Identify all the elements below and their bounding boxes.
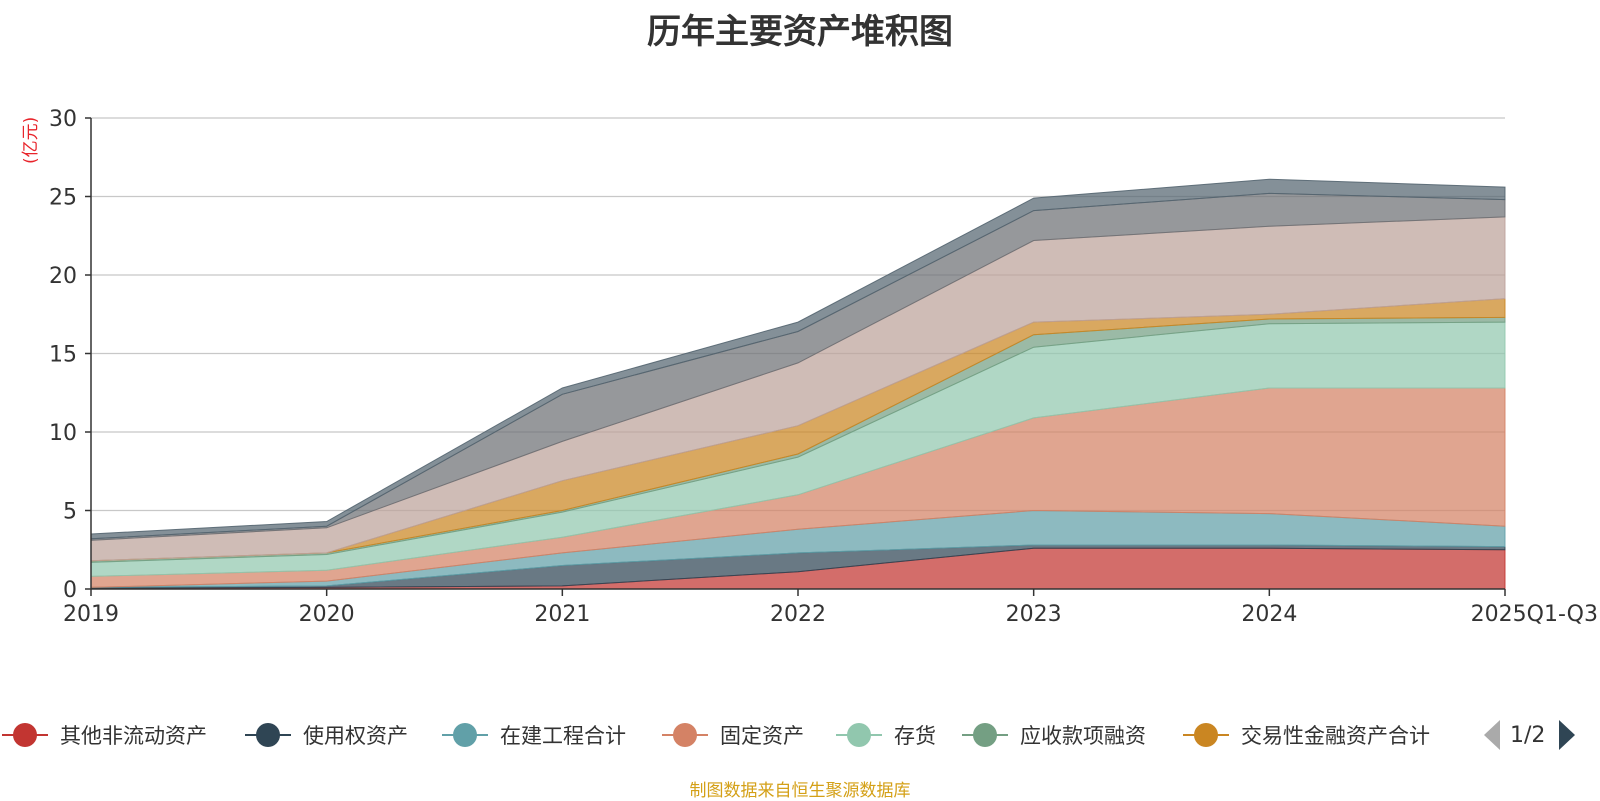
area-series	[90, 178, 1506, 590]
x-tick-label-0: 2019	[63, 602, 119, 627]
x-tick-label-5: 2024	[1241, 602, 1297, 627]
y-tick-label-6: 30	[49, 107, 77, 132]
x-tick-label-3: 2022	[770, 602, 826, 627]
legend-item-6[interactable]: 交易性金融资产合计	[1183, 718, 1430, 752]
y-tick-label-2: 10	[49, 421, 77, 446]
legend-label-1: 使用权资产	[303, 724, 408, 748]
y-tick-label-5: 25	[49, 186, 77, 211]
legend-item-3[interactable]: 固定资产	[662, 718, 804, 752]
area-series-9[interactable]	[90, 178, 1506, 540]
x-tick-label-4: 2023	[1006, 602, 1062, 627]
x-tick-label-1: 2020	[299, 602, 355, 627]
legend-marker-0	[2, 723, 48, 747]
legend-label-5: 应收款项融资	[1020, 724, 1146, 748]
legend-item-4[interactable]: 存货	[836, 718, 936, 752]
legend: 其他非流动资产 使用权资产 在建工程合计 固定资产 存货 应收款项融资 交易性金…	[0, 718, 1600, 752]
chart-title: 历年主要资产堆积图	[647, 12, 953, 52]
legend-label-3: 固定资产	[720, 724, 804, 748]
legend-label-0: 其他非流动资产	[60, 724, 207, 748]
legend-label-2: 在建工程合计	[500, 724, 626, 748]
y-tick-label-4: 20	[49, 264, 77, 289]
legend-marker-2	[442, 723, 488, 747]
legend-marker-1	[245, 723, 291, 747]
legend-marker-6	[1183, 723, 1229, 747]
x-tick-label-2: 2021	[534, 602, 590, 627]
legend-item-1[interactable]: 使用权资产	[245, 718, 408, 752]
data-source-note: 制图数据来自恒生聚源数据库	[689, 781, 911, 801]
legend-label-4: 存货	[894, 724, 936, 748]
legend-pager: 1/2	[1484, 718, 1576, 752]
legend-item-0[interactable]: 其他非流动资产	[2, 718, 207, 752]
y-tick-label-1: 5	[63, 500, 77, 525]
next-page-icon[interactable]	[1559, 720, 1576, 750]
y-axis-unit-label: (亿元)	[21, 116, 41, 164]
axes: 0 5 10 15 20 25 30 2019 2020 2021 2022 2023 2024 2025…	[49, 107, 1598, 627]
legend-marker-4	[836, 723, 882, 747]
legend-item-5[interactable]: 应收款项融资	[962, 718, 1146, 752]
x-tick-label-6: 2025Q1-Q3	[1471, 602, 1598, 627]
legend-marker-5	[962, 723, 1008, 747]
legend-page-indicator: 1/2	[1510, 722, 1546, 748]
y-tick-label-0: 0	[63, 578, 77, 603]
legend-item-2[interactable]: 在建工程合计	[442, 718, 626, 752]
prev-page-icon[interactable]	[1484, 720, 1500, 750]
y-tick-label-3: 15	[49, 343, 77, 368]
legend-marker-3	[662, 723, 708, 747]
legend-label-6: 交易性金融资产合计	[1241, 724, 1430, 748]
